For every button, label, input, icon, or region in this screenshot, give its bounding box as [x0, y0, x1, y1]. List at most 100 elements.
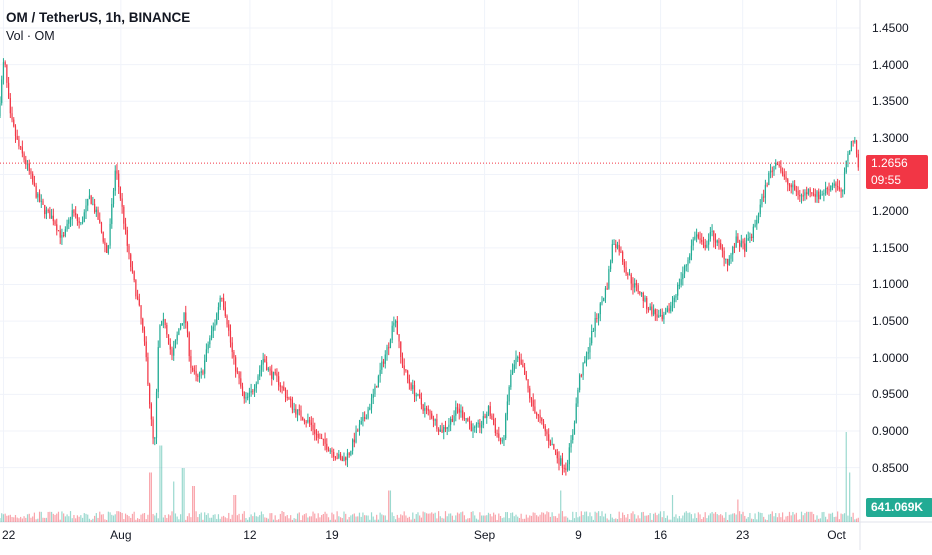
- volume-bar: [451, 515, 453, 522]
- candle-body: [649, 306, 651, 311]
- volume-bar: [847, 515, 849, 522]
- volume-bar: [310, 516, 312, 522]
- volume-bar: [121, 512, 123, 522]
- candle-body: [346, 453, 349, 461]
- volume-bar: [756, 519, 758, 522]
- candle-body: [573, 422, 576, 435]
- candle-body: [708, 238, 710, 245]
- candle-body: [644, 297, 646, 302]
- volume-bar: [825, 516, 827, 522]
- volume-bar: [455, 515, 457, 522]
- volume-bar: [357, 516, 359, 522]
- candle-body: [496, 432, 498, 434]
- candle-body: [608, 269, 610, 289]
- candle-body: [665, 312, 667, 315]
- candle-body: [677, 284, 679, 296]
- volume-bar: [365, 515, 367, 522]
- volume-bar: [248, 517, 250, 522]
- candle-body: [236, 371, 238, 373]
- candle-body: [68, 219, 70, 224]
- price-tick-label: 1.3500: [872, 94, 909, 109]
- volume-bar: [474, 515, 476, 522]
- candle-body: [389, 340, 392, 348]
- volume-bar: [573, 518, 576, 522]
- volume-bar: [556, 517, 558, 522]
- candle-body: [147, 357, 149, 385]
- volume-bar: [210, 517, 213, 522]
- volume-bar: [44, 517, 46, 522]
- candle-body: [800, 195, 803, 197]
- candle-body: [291, 400, 293, 410]
- volume-bar: [42, 517, 44, 522]
- volume-bar: [659, 511, 662, 522]
- candle-body: [468, 421, 471, 424]
- volume-bar: [718, 515, 720, 522]
- candle-body: [589, 343, 591, 353]
- volume-bar: [604, 513, 607, 522]
- volume-bar: [407, 517, 409, 522]
- candle-body: [374, 386, 376, 395]
- candle-body: [238, 372, 240, 379]
- volume-bar: [345, 513, 347, 522]
- candle-body: [759, 204, 761, 214]
- volume-bar: [850, 516, 852, 522]
- candle-body: [111, 203, 113, 224]
- price-tick-label: 0.9000: [872, 424, 909, 439]
- volume-bar: [577, 517, 579, 522]
- volume-bar: [107, 511, 109, 522]
- volume-bar: [630, 513, 632, 522]
- volume-bar: [425, 513, 428, 522]
- volume-bar: [498, 513, 500, 522]
- volume-legend[interactable]: Vol · OM: [6, 29, 55, 43]
- volume-bar: [627, 514, 629, 522]
- candle-body: [481, 424, 483, 428]
- candle-body: [732, 246, 734, 255]
- candle-body: [124, 223, 127, 231]
- volume-bar: [553, 516, 555, 522]
- candle-body: [560, 458, 562, 465]
- volume-bar: [415, 514, 417, 522]
- volume-bar: [807, 511, 809, 522]
- candle-body: [558, 458, 560, 465]
- volume-bar: [534, 512, 536, 522]
- candle-body: [253, 388, 256, 392]
- candle-body: [278, 376, 280, 386]
- chart-title[interactable]: OM / TetherUS, 1h, BINANCE: [6, 10, 191, 25]
- candle-body: [739, 242, 741, 247]
- volume-bar: [18, 518, 20, 522]
- candle-body: [529, 388, 531, 399]
- candle-body: [785, 176, 787, 180]
- volume-bar: [252, 516, 254, 522]
- volume-bar: [584, 511, 586, 522]
- candle-body: [75, 213, 77, 216]
- volume-bar: [597, 511, 600, 522]
- candle-body: [467, 418, 469, 422]
- price-tick-label: 1.2000: [872, 204, 909, 219]
- candle-body: [138, 298, 140, 306]
- volume-bar: [812, 514, 815, 522]
- volume-bar: [109, 512, 111, 522]
- candle-body: [13, 119, 15, 127]
- candle-body: [171, 349, 173, 356]
- volume-bar: [481, 515, 483, 522]
- volume-bar: [763, 516, 765, 522]
- candle-body: [14, 126, 17, 137]
- candle-body: [628, 274, 631, 276]
- candle-body: [341, 457, 343, 462]
- price-tick-label: 1.0500: [872, 314, 909, 329]
- candle-body: [18, 139, 20, 147]
- candle-body: [837, 186, 839, 188]
- candle-body: [379, 369, 381, 377]
- candle-body: [630, 274, 632, 284]
- volume-bar: [458, 513, 460, 522]
- candle-body: [725, 258, 727, 260]
- volume-bar: [728, 514, 730, 522]
- candle-body: [405, 369, 407, 371]
- volume-bar: [579, 516, 581, 522]
- candle-body: [795, 190, 797, 192]
- candle-body: [223, 298, 225, 308]
- candle-body: [472, 427, 474, 432]
- volume-bar: [764, 519, 766, 522]
